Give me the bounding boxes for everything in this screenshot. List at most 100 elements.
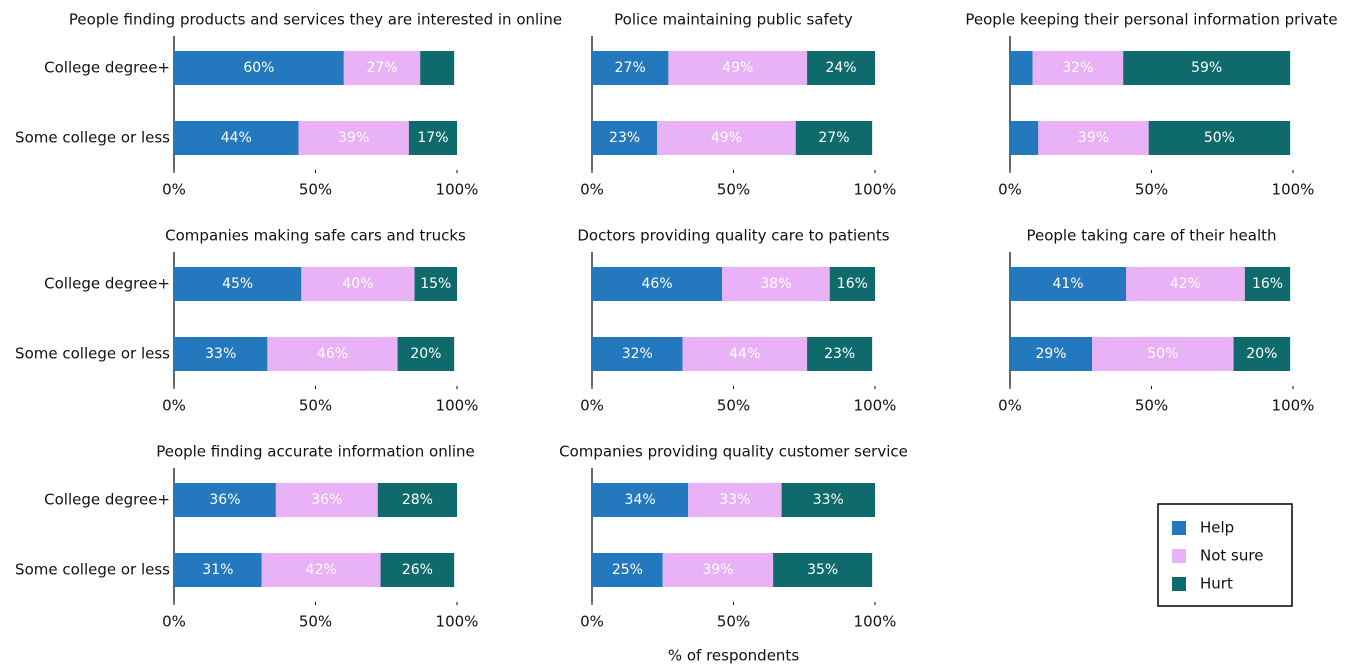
bar-segment — [267, 337, 398, 371]
bar-segment — [662, 553, 774, 587]
bar-segment — [298, 121, 409, 155]
value-label: 32% — [622, 346, 653, 362]
x-tick-label: 50% — [299, 613, 332, 631]
x-tick-label: 100% — [854, 397, 897, 415]
panel-title: Companies making safe cars and trucks — [165, 227, 466, 245]
bar-segment — [414, 267, 457, 301]
value-label: 24% — [825, 60, 856, 76]
bar-segment — [781, 483, 875, 517]
x-tick-label: 50% — [1135, 181, 1168, 199]
x-tick-label: 100% — [1272, 181, 1315, 199]
value-label: 32% — [1062, 60, 1093, 76]
x-tick-label: 50% — [1135, 397, 1168, 415]
value-label: 60% — [243, 60, 274, 76]
value-label: 42% — [1170, 276, 1201, 292]
bar-segment — [592, 51, 669, 85]
x-tick-label: 0% — [580, 181, 604, 199]
bar-segment — [773, 553, 873, 587]
x-tick-label: 100% — [1272, 397, 1315, 415]
value-label: 23% — [824, 346, 855, 362]
value-label: 17% — [417, 130, 448, 146]
value-label: 34% — [625, 492, 656, 508]
value-label: 36% — [209, 492, 240, 508]
value-label: 39% — [338, 130, 369, 146]
value-label: 49% — [711, 130, 742, 146]
x-tick-label: 50% — [717, 613, 750, 631]
bar-segment — [377, 483, 457, 517]
panel-title: People finding products and services the… — [69, 11, 562, 29]
value-label: 27% — [818, 130, 849, 146]
value-label: 44% — [729, 346, 760, 362]
bar-segment — [682, 337, 808, 371]
bar-segment — [1010, 51, 1033, 85]
value-label: 38% — [760, 276, 791, 292]
panel-title: People taking care of their health — [1026, 227, 1276, 245]
value-label: 42% — [306, 562, 337, 578]
legend-swatch — [1172, 549, 1186, 563]
value-label: 33% — [813, 492, 844, 508]
bar-segment — [174, 553, 262, 587]
bar-segment — [1010, 121, 1039, 155]
bar-segment — [174, 121, 299, 155]
bar-segment — [807, 51, 875, 85]
panel-title: Companies providing quality customer ser… — [559, 443, 908, 461]
bar-segment — [174, 51, 344, 85]
bar-segment — [1233, 337, 1291, 371]
value-label: 49% — [722, 60, 753, 76]
legend-label: Not sure — [1200, 547, 1263, 565]
category-label: College degree+ — [44, 491, 170, 509]
bar-segment — [668, 51, 808, 85]
legend-label: Help — [1200, 519, 1234, 537]
x-tick-label: 50% — [717, 397, 750, 415]
category-label: College degree+ — [44, 59, 170, 77]
bar-segment — [657, 121, 796, 155]
bar-segment — [592, 553, 663, 587]
x-tick-label: 0% — [162, 181, 186, 199]
bar-segment — [174, 337, 268, 371]
value-label: 33% — [205, 346, 236, 362]
bar-segment — [688, 483, 782, 517]
bar-segment — [174, 483, 276, 517]
value-label: 29% — [1035, 346, 1066, 362]
x-tick-label: 0% — [162, 397, 186, 415]
x-tick-label: 0% — [998, 397, 1022, 415]
x-tick-label: 0% — [998, 181, 1022, 199]
value-label: 26% — [402, 562, 433, 578]
value-label: 25% — [612, 562, 643, 578]
bar-segment — [1010, 337, 1093, 371]
value-label: 36% — [311, 492, 342, 508]
value-label: 31% — [202, 562, 233, 578]
bar-segment — [829, 267, 875, 301]
bar-segment — [1148, 121, 1291, 155]
bar-segment — [1038, 121, 1149, 155]
value-label: 50% — [1204, 130, 1235, 146]
value-label: 15% — [420, 276, 451, 292]
value-label: 39% — [1078, 130, 1109, 146]
category-label: Some college or less — [15, 129, 170, 147]
value-label: 27% — [615, 60, 646, 76]
value-label: 46% — [642, 276, 673, 292]
x-tick-label: 100% — [854, 613, 897, 631]
x-axis-title: % of respondents — [668, 647, 799, 665]
panel-title: People finding accurate information onli… — [156, 443, 475, 461]
legend-swatch — [1172, 577, 1186, 591]
bar-segment — [261, 553, 381, 587]
category-label: College degree+ — [44, 275, 170, 293]
bar-segment — [343, 51, 421, 85]
bar-segment — [408, 121, 457, 155]
value-label: 33% — [719, 492, 750, 508]
x-tick-label: 100% — [854, 181, 897, 199]
bar-segment — [592, 483, 689, 517]
bar-segment — [807, 337, 873, 371]
x-tick-label: 0% — [162, 613, 186, 631]
bar-segment — [301, 267, 415, 301]
bar-segment — [592, 121, 658, 155]
value-label: 20% — [410, 346, 441, 362]
bar-segment — [275, 483, 378, 517]
bar-segment — [1092, 337, 1234, 371]
value-label: 40% — [342, 276, 373, 292]
bar-segment — [1123, 51, 1291, 85]
panel-title: Police maintaining public safety — [614, 11, 853, 29]
value-label: 23% — [609, 130, 640, 146]
